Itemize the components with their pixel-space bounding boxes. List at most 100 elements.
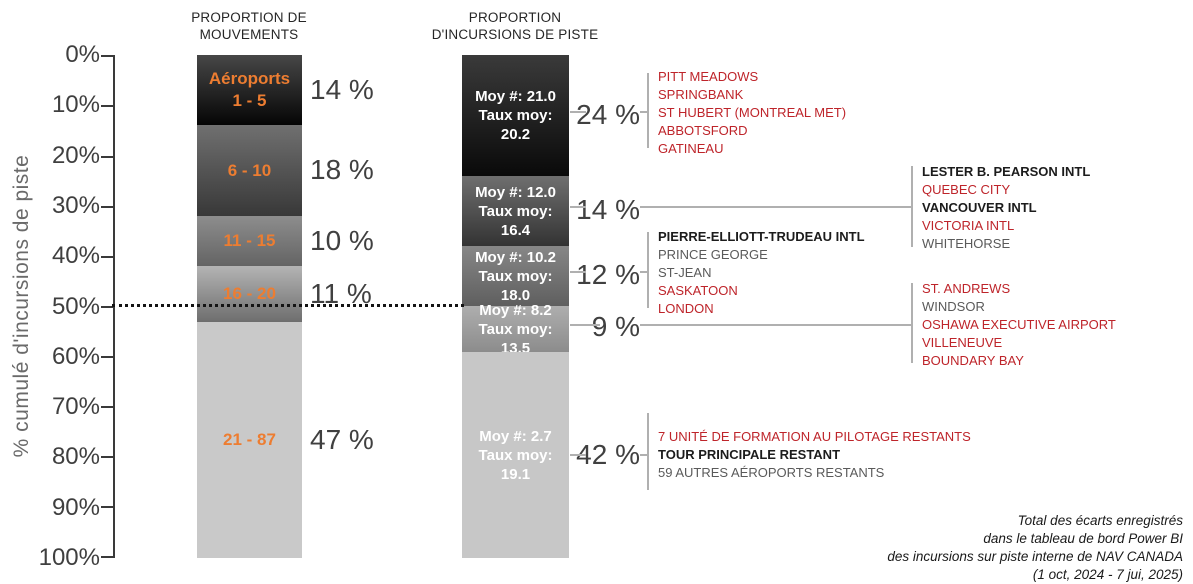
segment-label: Taux moy: 18.0 [478,267,553,304]
incursions-pct-label: 14 % [576,194,640,225]
movements-pct-label: 18 % [310,154,374,185]
bracket-line [911,283,913,363]
segment-label: Moy #: 12.0 [475,183,556,201]
segment-label: Aéroports [208,69,291,88]
footnote-line: Total des écarts enregistrés [1017,513,1183,528]
incursions-header-line1: PROPORTION [468,10,562,25]
list-item: WINDSOR [922,299,985,314]
list-item: PRINCE GEORGE [658,247,768,262]
list-item: BOUNDARY BAY [922,353,1024,368]
axis-tick [101,306,113,308]
segment-label: Moy #: 8.2 [479,301,552,319]
y-tick-label: 30% [51,192,100,219]
list-item: GATINEAU [658,141,724,156]
movements-pct-label: 47 % [310,424,374,455]
reference-line-50pct [112,304,464,307]
movements-seg-6-10: 6 - 10 [197,125,302,216]
source-footnote: Total des écarts enregistrés dans le tab… [887,512,1183,584]
list-item: QUEBEC CITY [922,182,1011,197]
movements-seg-11-15: 11 - 15 [197,216,302,266]
connector-line [640,271,648,273]
y-tick-label: 20% [51,142,100,169]
incursions-pct-label: 12 % [576,259,640,290]
list-item: VILLENEUVE [922,335,1003,350]
bracket-line [647,413,649,490]
incursions-pct-label: 9 % [591,311,640,342]
incursions-header-line2: D'INCURSIONS DE PISTE [431,26,599,42]
y-tick-label: 0% [65,41,100,68]
list-item: 7 UNITÉ DE FORMATION AU PILOTAGE RESTANT… [658,429,971,444]
y-tick-label: 90% [51,494,100,521]
footnote-line: des incursions sur piste interne de NAV … [887,549,1183,564]
y-tick-label: 70% [51,393,100,420]
movements-seg-1-5: Aéroports 1 - 5 [197,55,302,125]
connector-line [570,324,600,326]
list-item: WHITEHORSE [922,236,1011,251]
axis-tick [101,556,113,558]
movements-seg-16-20: 16 - 20 [197,266,302,322]
list-item: ST. ANDREWS [922,281,1011,296]
segment-label: 6 - 10 [227,160,272,180]
airport-list-42pct: 7 UNITÉ DE FORMATION AU PILOTAGE RESTANT… [658,428,971,482]
segment-label: Taux moy: 20.2 [478,107,553,143]
bracket-line [647,232,649,308]
incursions-seg-rest: Moy #: 2.7 Taux moy: 19.1 [462,352,569,558]
connector-line [640,454,648,456]
y-tick-label: 100% [38,544,100,571]
incursions-pct-label: 42 % [576,439,640,470]
movements-bar: Aéroports 1 - 5 6 - 10 11 - 15 16 - 20 2… [197,0,302,584]
list-item: VICTORIA INTL [922,218,1015,233]
list-item: PITT MEADOWS [658,69,759,84]
axis-tick [101,156,113,158]
incursions-bar: Moy #: 21.0 Taux moy: 20.2 Moy #: 12.0 T… [462,0,569,584]
segment-label: 16 - 20 [223,284,276,303]
list-item: VANCOUVER INTL [922,200,1037,215]
footnote-line: dans le tableau de bord Power BI [983,531,1183,546]
segment-label: 21 - 87 [223,430,276,449]
incursions-pct-label: 24 % [576,99,640,130]
axis-tick [101,456,113,458]
movements-pct-label: 14 % [310,74,374,105]
incursions-seg-11-15: Moy #: 10.2 Taux moy: 18.0 [462,246,569,306]
segment-label: Taux moy: 16.4 [478,202,553,239]
list-item: 59 AUTRES AÉROPORTS RESTANTS [658,465,885,480]
movements-pct-label: 11 % [310,278,372,309]
list-item: ST HUBERT (MONTREAL MET) [658,105,847,120]
connector-line [640,206,912,208]
incursions-seg-16-20: Moy #: 8.2 Taux moy: 13.5 [462,302,569,357]
axis-tick [101,256,113,258]
connector-line [640,324,912,326]
connector-line [570,111,586,113]
y-tick-label: 10% [51,91,100,118]
movements-pct-label: 10 % [310,225,374,256]
y-tick-label: 80% [51,443,100,470]
axis-tick [101,55,113,57]
connector-line [570,454,586,456]
incursions-seg-6-10: Moy #: 12.0 Taux moy: 16.4 [462,176,569,246]
axis-tick [101,105,113,107]
axis-tick [101,406,113,408]
axis-tick [101,206,113,208]
list-item: ST-JEAN [658,265,712,280]
segment-label: 1 - 5 [232,91,267,110]
bracket-line [911,166,913,247]
connector-line [640,111,648,113]
airport-list-24pct: PITT MEADOWS SPRINGBANK ST HUBERT (MONTR… [658,68,846,158]
y-tick-label: 40% [51,242,100,269]
bracket-line [647,73,649,148]
segment-label: Moy #: 10.2 [475,248,556,266]
movements-seg-21-87: 21 - 87 [197,322,302,558]
segment-label: 11 - 15 [223,231,276,250]
list-item: PIERRE-ELLIOTT-TRUDEAU INTL [658,229,865,244]
movements-header-line2: MOUVEMENTS [199,26,299,42]
list-item: ABBOTSFORD [658,123,748,138]
incursions-seg-top5: Moy #: 21.0 Taux moy: 20.2 [462,55,569,176]
airport-list-12pct: PIERRE-ELLIOTT-TRUDEAU INTL PRINCE GEORG… [658,228,865,318]
list-item: SPRINGBANK [658,87,744,102]
incursions-header: PROPORTION D'INCURSIONS DE PISTE [400,10,630,43]
y-tick-label: 60% [51,343,100,370]
segment-label: Moy #: 21.0 [475,88,556,105]
list-item: LESTER B. PEARSON INTL [922,164,1091,179]
segment-label: Taux moy: 19.1 [478,446,553,483]
